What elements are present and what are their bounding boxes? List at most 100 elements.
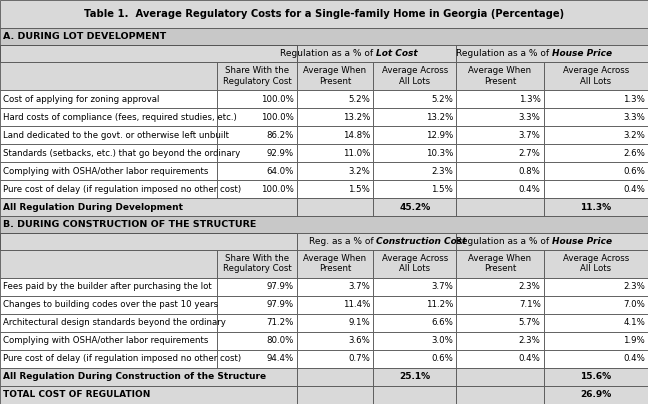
Bar (0, 0, 648, 28)
Text: Share With the
Regulatory Cost: Share With the Regulatory Cost (222, 254, 292, 274)
Bar (0, 144, 217, 162)
Bar (544, 126, 648, 144)
Bar (297, 198, 373, 216)
Bar (544, 198, 648, 216)
Text: 1.5%: 1.5% (432, 185, 453, 194)
Bar (544, 144, 648, 162)
Bar (0, 180, 217, 198)
Text: 1.9%: 1.9% (623, 337, 645, 345)
Text: 11.3%: 11.3% (580, 203, 612, 212)
Text: 97.9%: 97.9% (267, 301, 294, 309)
Bar (217, 108, 297, 126)
Bar (373, 90, 456, 108)
Bar (544, 162, 648, 180)
Text: All Regulation During Development: All Regulation During Development (3, 203, 183, 212)
Text: 11.2%: 11.2% (426, 301, 453, 309)
Bar (373, 386, 456, 404)
Bar (0, 250, 217, 278)
Text: Average When
Present: Average When Present (469, 66, 531, 86)
Text: 0.8%: 0.8% (519, 166, 540, 176)
Bar (0, 108, 217, 126)
Bar (297, 314, 373, 332)
Bar (0, 278, 217, 296)
Text: 7.0%: 7.0% (623, 301, 645, 309)
Bar (217, 350, 297, 368)
Text: House Price: House Price (552, 237, 612, 246)
Bar (373, 368, 456, 386)
Bar (456, 198, 544, 216)
Bar (456, 332, 544, 350)
Bar (0, 314, 217, 332)
Bar (217, 126, 297, 144)
Bar (456, 233, 648, 250)
Bar (456, 45, 648, 62)
Bar (373, 250, 456, 278)
Bar (456, 144, 544, 162)
Text: 26.9%: 26.9% (580, 391, 612, 400)
Bar (297, 108, 373, 126)
Text: House Price: House Price (552, 49, 612, 58)
Text: Share With the
Regulatory Cost: Share With the Regulatory Cost (222, 66, 292, 86)
Bar (544, 180, 648, 198)
Bar (217, 278, 297, 296)
Bar (0, 126, 217, 144)
Text: Regulation as a % of: Regulation as a % of (281, 49, 376, 58)
Bar (456, 162, 544, 180)
Text: Reg. as a % of: Reg. as a % of (309, 237, 376, 246)
Text: 2.7%: 2.7% (519, 149, 540, 158)
Text: 3.2%: 3.2% (623, 130, 645, 140)
Text: 0.6%: 0.6% (623, 166, 645, 176)
Bar (0, 90, 217, 108)
Bar (456, 62, 544, 90)
Text: 15.6%: 15.6% (580, 372, 612, 381)
Bar (0, 350, 217, 368)
Text: Changes to building codes over the past 10 years: Changes to building codes over the past … (3, 301, 218, 309)
Text: 13.2%: 13.2% (426, 113, 453, 122)
Text: 2.3%: 2.3% (432, 166, 453, 176)
Bar (217, 144, 297, 162)
Bar (217, 314, 297, 332)
Text: Fees paid by the builder after purchasing the lot: Fees paid by the builder after purchasin… (3, 282, 212, 291)
Text: 0.4%: 0.4% (623, 354, 645, 364)
Text: Pure cost of delay (if regulation imposed no other cost): Pure cost of delay (if regulation impose… (3, 185, 241, 194)
Text: 3.2%: 3.2% (349, 166, 370, 176)
Bar (373, 332, 456, 350)
Bar (456, 90, 544, 108)
Bar (544, 332, 648, 350)
Bar (297, 126, 373, 144)
Bar (456, 314, 544, 332)
Bar (456, 368, 544, 386)
Text: Average Across
All Lots: Average Across All Lots (382, 66, 448, 86)
Text: 14.8%: 14.8% (343, 130, 370, 140)
Bar (0, 62, 217, 90)
Bar (544, 386, 648, 404)
Bar (217, 162, 297, 180)
Text: Pure cost of delay (if regulation imposed no other cost): Pure cost of delay (if regulation impose… (3, 354, 241, 364)
Text: Construction Cost: Construction Cost (376, 237, 467, 246)
Text: 2.3%: 2.3% (519, 337, 540, 345)
Text: 100.0%: 100.0% (261, 113, 294, 122)
Bar (544, 296, 648, 314)
Text: 2.3%: 2.3% (623, 282, 645, 291)
Text: Architectural design standards beyond the ordinary: Architectural design standards beyond th… (3, 318, 226, 328)
Text: 7.1%: 7.1% (519, 301, 540, 309)
Bar (217, 332, 297, 350)
Text: Average Across
All Lots: Average Across All Lots (562, 66, 629, 86)
Bar (544, 368, 648, 386)
Text: 6.6%: 6.6% (432, 318, 453, 328)
Bar (544, 90, 648, 108)
Bar (456, 180, 544, 198)
Bar (0, 45, 297, 62)
Bar (0, 162, 217, 180)
Bar (373, 180, 456, 198)
Bar (456, 250, 544, 278)
Bar (297, 350, 373, 368)
Text: 10.3%: 10.3% (426, 149, 453, 158)
Text: All Regulation During Construction of the Structure: All Regulation During Construction of th… (3, 372, 266, 381)
Text: 5.2%: 5.2% (432, 95, 453, 103)
Bar (544, 278, 648, 296)
Bar (297, 45, 456, 62)
Bar (373, 126, 456, 144)
Text: Land dedicated to the govt. or otherwise left unbuilt: Land dedicated to the govt. or otherwise… (3, 130, 229, 140)
Bar (544, 250, 648, 278)
